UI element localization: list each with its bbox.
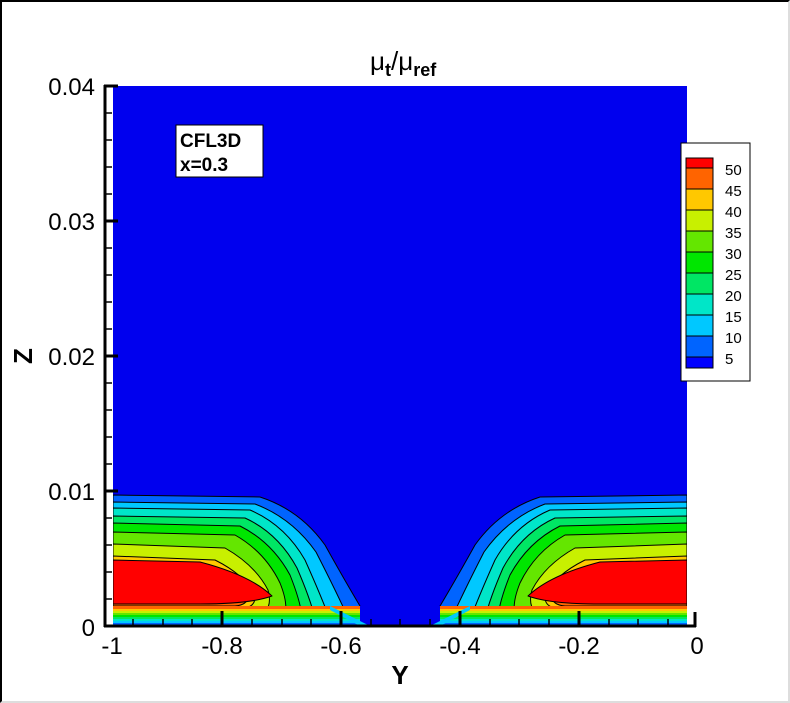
contour-field <box>113 86 687 626</box>
y-tick-label: 0.01 <box>48 479 95 506</box>
x-tick-label: -0.8 <box>201 633 242 660</box>
chart-title: μt/μref <box>370 46 437 80</box>
x-tick-label: -1 <box>101 633 122 660</box>
y-tick-label: 0.03 <box>48 209 95 236</box>
legend-labels: 50 45 40 35 30 25 20 15 10 5 <box>725 162 742 368</box>
left-lobe <box>113 494 373 626</box>
right-lobe <box>427 494 687 626</box>
x-axis-title: Y <box>391 660 408 690</box>
legend-label: 15 <box>725 309 742 326</box>
x-tick-label: 0 <box>690 633 703 660</box>
legend-label: 25 <box>725 267 742 284</box>
x-tick-label: -0.2 <box>558 633 599 660</box>
x-tick-label: -0.4 <box>439 633 480 660</box>
y-tick-label: 0.04 <box>48 74 95 101</box>
legend-label: 35 <box>725 225 742 242</box>
legend-label: 40 <box>725 204 742 221</box>
legend-label: 50 <box>725 162 742 179</box>
legend-label: 5 <box>725 351 733 368</box>
legend: 50 45 40 35 30 25 20 15 10 5 <box>680 142 751 382</box>
y-tick-labels: 0.04 0.03 0.02 0.01 0 <box>48 74 95 642</box>
y-tick-label: 0.02 <box>48 344 95 371</box>
x-tick-label: -0.6 <box>320 633 361 660</box>
y-tick-label: 0 <box>82 615 95 642</box>
annotation-line1: CFL3D <box>180 131 241 152</box>
y-major-ticks <box>105 84 118 493</box>
x-tick-labels: -1 -0.8 -0.6 -0.4 -0.2 0 <box>101 633 703 660</box>
legend-label: 20 <box>725 288 742 305</box>
y-minor-ticks <box>105 112 112 600</box>
legend-label: 30 <box>725 246 742 263</box>
axes <box>103 84 697 628</box>
legend-label: 10 <box>725 330 742 347</box>
legend-swatches <box>685 157 714 369</box>
legend-label: 45 <box>725 183 742 200</box>
y-axis-title: Z <box>8 348 38 364</box>
annotation-line2: x=0.3 <box>180 155 228 176</box>
x-major-ticks <box>220 611 581 626</box>
x-minor-ticks <box>132 619 669 626</box>
annotation-box: CFL3D x=0.3 <box>175 124 264 178</box>
